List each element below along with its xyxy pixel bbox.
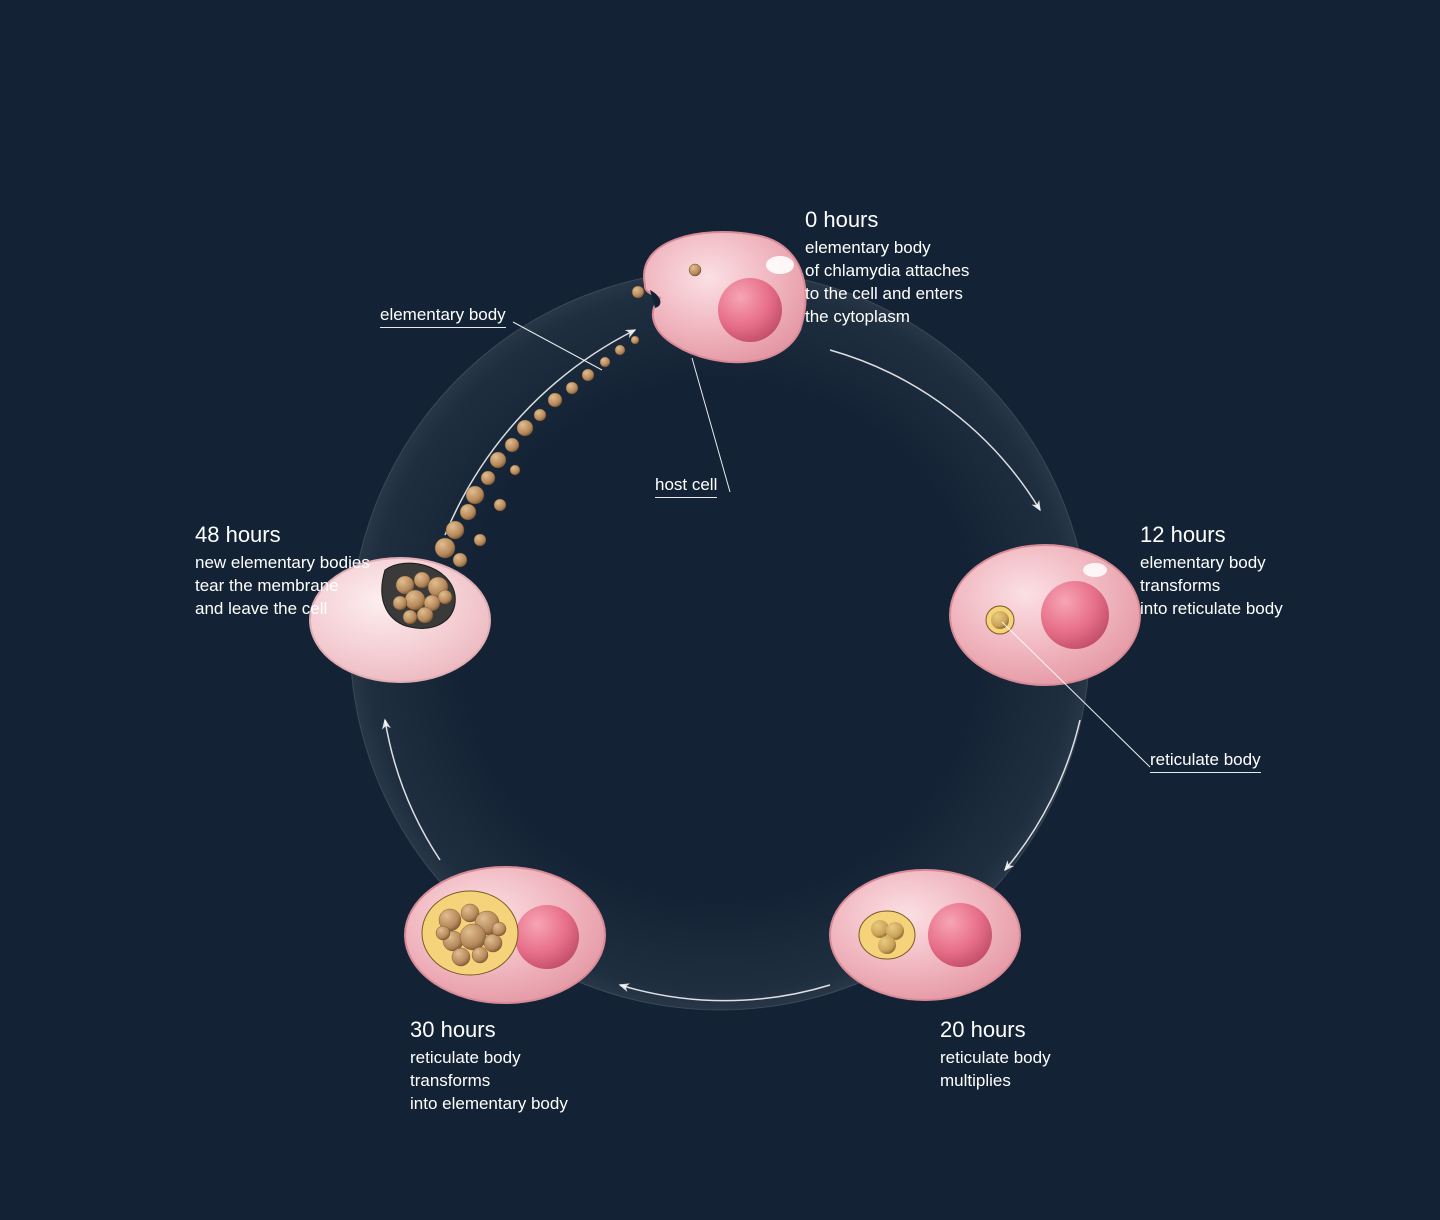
pointer-reticulate-body: reticulate body [1150, 750, 1261, 773]
label-12h: 12 hours elementary body transforms into… [1140, 520, 1283, 621]
cell-30h [405, 867, 605, 1003]
pointer-host-cell: host cell [655, 475, 717, 498]
label-20h: 20 hours reticulate body multiplies [940, 1015, 1051, 1093]
pointer-elementary-body: elementary body [380, 305, 506, 328]
desc-48h: new elementary bodies tear the membrane … [195, 552, 370, 621]
diagram-stage: 0 hours elementary body of chlamydia att… [0, 0, 1440, 1220]
label-48h: 48 hours new elementary bodies tear the … [195, 520, 370, 621]
time-30h: 30 hours [410, 1015, 568, 1045]
time-12h: 12 hours [1140, 520, 1283, 550]
time-48h: 48 hours [195, 520, 370, 550]
desc-0h: elementary body of chlamydia attaches to… [805, 237, 969, 329]
cell-12h [950, 545, 1140, 685]
desc-30h: reticulate body transforms into elementa… [410, 1047, 568, 1116]
desc-12h: elementary body transforms into reticula… [1140, 552, 1283, 621]
eb-stream [435, 336, 639, 567]
cell-20h [830, 870, 1020, 1000]
time-0h: 0 hours [805, 205, 969, 235]
cell-0h [632, 232, 806, 362]
label-0h: 0 hours elementary body of chlamydia att… [805, 205, 969, 328]
time-20h: 20 hours [940, 1015, 1051, 1045]
desc-20h: reticulate body multiplies [940, 1047, 1051, 1093]
label-30h: 30 hours reticulate body transforms into… [410, 1015, 568, 1116]
